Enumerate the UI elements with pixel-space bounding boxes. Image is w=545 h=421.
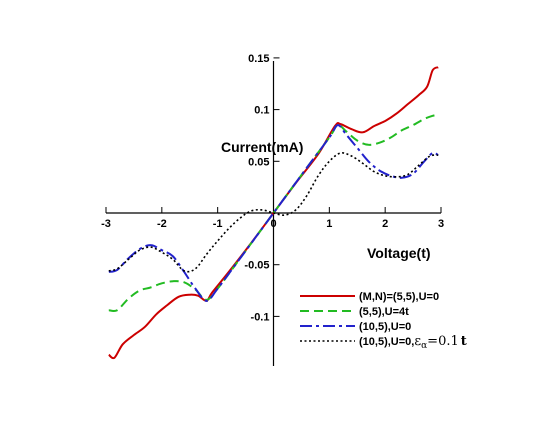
y-tick-label: 0.15 xyxy=(248,53,269,65)
legend-label-3-t: t xyxy=(461,334,467,349)
series-line-1 xyxy=(108,113,439,313)
legend-label-3-alpha: α xyxy=(421,341,427,351)
x-ticks: -3 -2 -1 0 1 2 3 xyxy=(101,207,444,230)
legend-label-3-epsilon: ε xyxy=(414,334,421,349)
series-line-2 xyxy=(108,124,439,302)
series-layer xyxy=(108,66,439,360)
y-axis-title: Current(mA) xyxy=(221,139,303,155)
y-ticks: -0.1 -0.05 0.05 0.1 0.15 xyxy=(244,53,280,323)
legend-item-1: (5,5),U=4t xyxy=(300,306,409,318)
legend-label-3-value: =0.1 xyxy=(427,334,459,349)
legend-label-3-base: (10,5),U=0, xyxy=(359,336,414,348)
legend: (M,N)=(5,5),U=0 (5,5),U=4t (10,5),U=0 (1… xyxy=(300,291,467,351)
x-tick-label: -2 xyxy=(157,218,167,230)
legend-item-3: (10,5),U=0,εα=0.1 t xyxy=(300,334,467,351)
y-tick-label: 0.05 xyxy=(248,156,269,168)
x-tick-label: -3 xyxy=(101,218,111,230)
legend-item-0: (M,N)=(5,5),U=0 xyxy=(300,291,439,303)
legend-item-2: (10,5),U=0 xyxy=(300,321,411,333)
x-tick-label: -1 xyxy=(213,218,223,230)
x-tick-label: 3 xyxy=(438,218,444,230)
legend-label-0: (M,N)=(5,5),U=0 xyxy=(359,291,439,303)
y-tick-label: -0.1 xyxy=(251,311,270,323)
series-line-3 xyxy=(108,152,439,273)
y-tick-label: -0.05 xyxy=(244,260,269,272)
legend-label-3: (10,5),U=0,εα=0.1 t xyxy=(359,334,467,351)
x-tick-label: 0 xyxy=(270,218,276,230)
x-tick-label: 1 xyxy=(326,218,332,230)
legend-label-1: (5,5),U=4t xyxy=(359,306,409,318)
x-axis-title: Voltage(t) xyxy=(367,245,431,261)
legend-label-2: (10,5),U=0 xyxy=(359,321,411,333)
y-tick-label: 0.1 xyxy=(254,105,269,117)
x-tick-label: 2 xyxy=(382,218,388,230)
